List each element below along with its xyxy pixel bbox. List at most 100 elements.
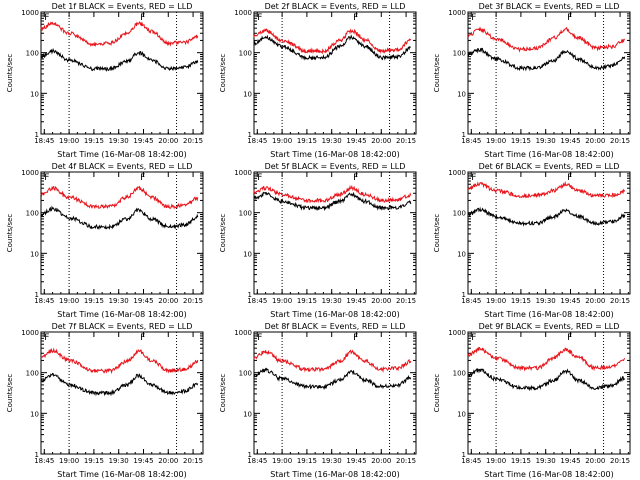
flare-marker: F [567,333,572,343]
y-tick-label: 100 [26,50,39,58]
flare-marker: F [258,173,263,183]
y-axis-label: Counts/sec [6,214,14,253]
y-tick-label: 10 [457,250,466,258]
flare-marker: F [354,333,359,343]
y-tick-label: 1 [461,131,465,139]
y-tick-label: 100 [452,50,465,58]
chart-title: Det 3f BLACK = Events, RED = LLD [478,2,619,11]
x-tick-label: 19:15 [297,137,317,145]
x-axis-label: Start Time (16-Mar-08 18:42:00) [484,470,613,479]
y-tick-label: 1000 [235,329,253,337]
x-tick-label: 19:30 [109,137,129,145]
y-tick-label: 1000 [235,9,253,17]
x-tick-label: 19:30 [535,457,555,465]
y-tick-label: 10 [457,90,466,98]
plot-frame [40,11,204,135]
x-tick-label: 18:45 [34,297,54,305]
x-axis-label: Start Time (16-Mar-08 18:42:00) [484,310,613,319]
lld-series-line [253,28,412,55]
x-tick-label: 19:30 [322,457,342,465]
x-tick-label: 19:15 [84,457,104,465]
y-tick-label: 10 [30,410,39,418]
plot-frame [253,331,417,455]
x-tick-label: 19:30 [322,297,342,305]
x-tick-label: 19:30 [535,297,555,305]
y-tick-label: 1 [35,131,39,139]
x-tick-label: 19:00 [486,457,506,465]
detector-chart-9: Det 9f BLACK = Events, RED = LLD 1 10 100 10… [433,322,631,479]
x-tick-label: 20:00 [372,457,392,465]
detector-chart-4: Det 4f BLACK = Events, RED = LLD 1 10 100 10… [6,162,204,319]
y-tick-label: 1 [35,291,39,299]
x-tick-label: 19:15 [510,457,530,465]
y-tick-label: 1 [461,291,465,299]
x-tick-label: 19:45 [560,137,580,145]
plot-frame [467,331,631,455]
flare-marker: F [44,333,49,343]
y-tick-label: 100 [452,210,465,218]
events-series-line [40,372,199,397]
flare-marker: F [471,173,476,183]
x-tick-label: 19:00 [486,297,506,305]
chart-title: Det 9f BLACK = Events, RED = LLD [478,322,619,331]
x-tick-label: 19:30 [322,137,342,145]
x-tick-label: 19:45 [133,297,153,305]
y-axis-label: Counts/sec [433,54,441,93]
flare-marker: F [140,173,145,183]
x-axis-label: Start Time (16-Mar-08 18:42:00) [57,310,186,319]
events-series-line [467,206,625,227]
y-axis-label: Counts/sec [219,54,227,93]
y-tick-label: 100 [239,210,252,218]
x-tick-label: 20:15 [183,137,203,145]
y-tick-label: 10 [30,90,39,98]
plot-frame [40,331,204,455]
lld-series-line [253,349,412,373]
x-tick-label: 18:45 [461,457,481,465]
x-tick-label: 19:00 [272,297,292,305]
flare-marker: F [140,333,145,343]
y-tick-label: 1 [248,291,252,299]
x-tick-label: 19:15 [297,457,317,465]
detector-chart-6: Det 6f BLACK = Events, RED = LLD 1 10 100 10… [433,162,631,319]
plot-frame [40,171,204,295]
y-tick-label: 1000 [448,169,466,177]
x-tick-label: 18:45 [461,137,481,145]
lld-series-line [40,185,199,210]
flare-marker: F [567,13,572,23]
x-tick-label: 19:30 [109,457,129,465]
x-tick-label: 19:45 [133,137,153,145]
lld-series-line [467,26,625,53]
x-tick-label: 18:45 [248,297,268,305]
y-tick-label: 1000 [21,9,39,17]
x-tick-label: 20:15 [396,457,416,465]
y-tick-label: 1000 [21,169,39,177]
flare-marker: F [140,13,145,23]
x-tick-label: 19:00 [59,297,79,305]
x-tick-label: 19:45 [347,137,367,145]
y-tick-label: 100 [452,370,465,378]
x-tick-label: 19:00 [59,137,79,145]
y-tick-label: 10 [30,250,39,258]
x-tick-label: 18:45 [34,457,54,465]
chart-title: Det 7f BLACK = Events, RED = LLD [52,322,193,331]
x-tick-label: 20:15 [396,137,416,145]
x-tick-label: 20:00 [158,457,178,465]
x-tick-label: 18:45 [461,297,481,305]
plot-frame [467,171,631,295]
y-tick-label: 100 [26,210,39,218]
plot-frame [253,11,417,135]
x-tick-label: 20:00 [585,137,605,145]
flare-marker: F [471,333,476,343]
x-axis-label: Start Time (16-Mar-08 18:42:00) [271,150,400,159]
flare-marker: F [44,173,49,183]
y-tick-label: 1 [248,451,252,459]
y-tick-label: 10 [243,250,252,258]
events-series-line [40,47,199,72]
x-tick-label: 19:00 [272,457,292,465]
detector-chart-1: Det 1f BLACK = Events, RED = LLD 1 10 100 10… [6,2,204,159]
x-tick-label: 19:15 [84,137,104,145]
x-tick-label: 20:00 [372,297,392,305]
events-series-line [253,367,412,391]
x-tick-label: 19:00 [272,137,292,145]
